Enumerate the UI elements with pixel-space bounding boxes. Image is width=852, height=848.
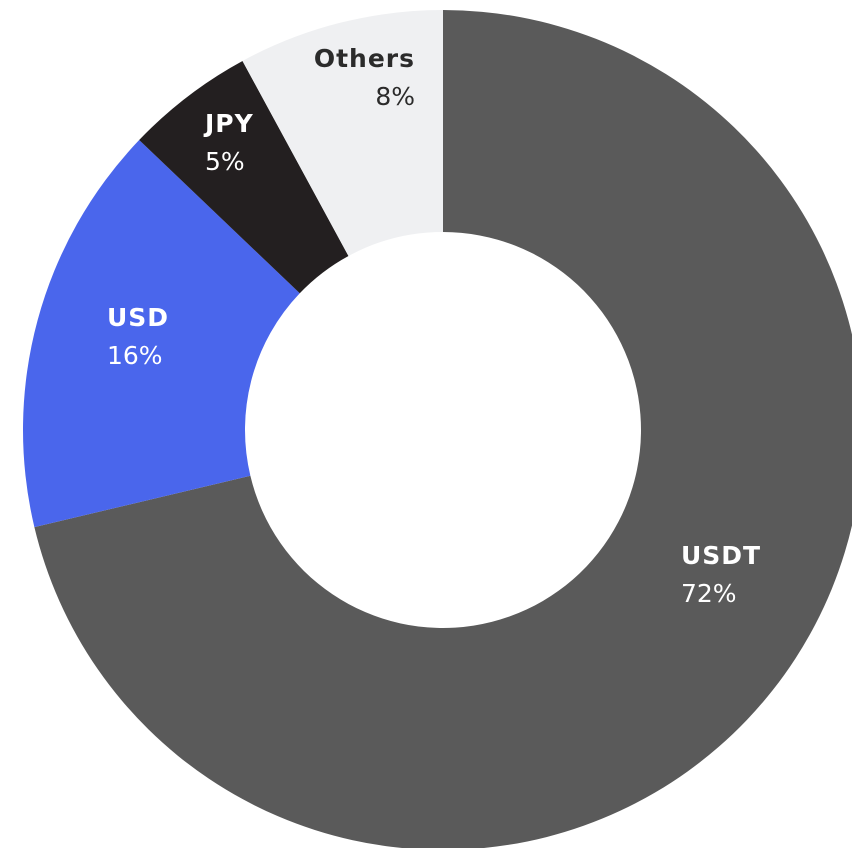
slice-value-label: 16% (107, 341, 163, 370)
slice-label: JPY (203, 109, 254, 138)
slice-label: Others (314, 44, 415, 73)
slice-value-label: 5% (205, 147, 245, 176)
slice (242, 10, 443, 257)
slice (22, 140, 300, 528)
slice-label: USDT (681, 541, 761, 570)
slice-label: USD (107, 303, 169, 332)
slice-value-label: 72% (681, 579, 737, 608)
slice (34, 10, 852, 848)
slice-value-label: 8% (375, 82, 415, 111)
slice (139, 60, 349, 294)
